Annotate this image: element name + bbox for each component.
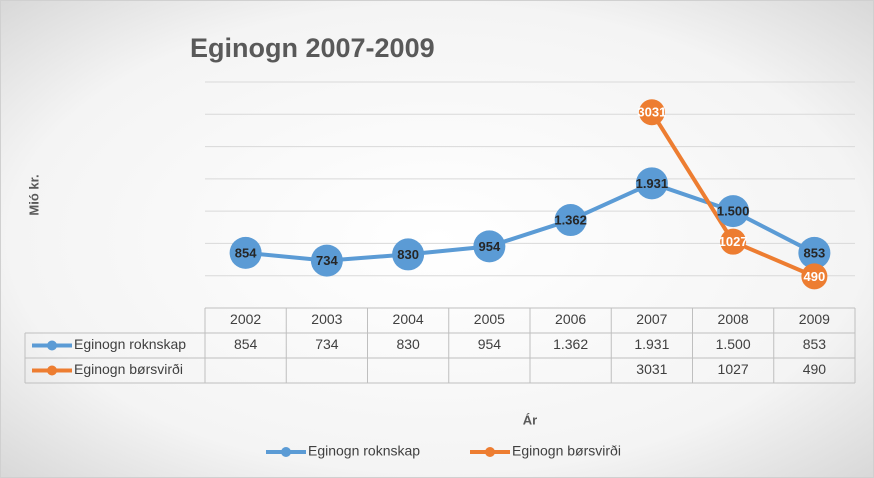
data-point [310,244,343,277]
data-label: 3031 [637,105,666,120]
table-value: 3031 [636,361,667,377]
x-tick-label: 2009 [799,311,830,327]
table-value: 1.362 [553,336,588,352]
data-label: 1027 [719,234,748,249]
table-value: 1.931 [634,336,669,352]
table-value: 1.500 [716,336,751,352]
legend-label: Eginogn børsvirði [512,443,621,459]
legend-marker [47,365,57,376]
chart-title: Eginogn 2007-2009 [190,33,435,63]
table-value: 1027 [718,361,749,377]
data-point [473,230,506,263]
x-tick-label: 2003 [311,311,342,327]
data-label: 1.362 [554,212,587,227]
legend-marker [281,447,291,457]
table-value: 854 [234,336,258,352]
table-series-name: Eginogn børsvirði [74,361,183,377]
data-label: 1.500 [717,204,750,219]
legend-marker [485,447,495,457]
x-tick-label: 2004 [393,311,424,327]
data-point [638,99,665,126]
data-label: 853 [804,245,826,260]
data-point [229,236,262,269]
x-tick-label: 2002 [230,311,261,327]
data-point [720,228,747,255]
data-point [554,204,587,237]
x-tick-label: 2007 [636,311,667,327]
table-value: 734 [315,336,339,352]
x-tick-label: 2005 [474,311,505,327]
data-label: 830 [397,247,419,262]
table-value: 490 [803,361,827,377]
data-point [717,195,750,228]
table-value: 853 [803,336,827,352]
data-label: 734 [316,253,338,268]
data-label: 1.931 [636,176,669,191]
data-label: 854 [235,245,257,260]
y-axis-title: Mió kr. [26,174,41,215]
data-label: 954 [479,239,501,254]
x-axis-title: Ár [523,412,537,427]
table-series-name: Eginogn roknskap [74,336,186,352]
data-point [801,263,828,290]
x-tick-label: 2008 [718,311,749,327]
table-value: 954 [478,336,502,352]
data-point [798,236,831,269]
data-point [635,167,668,200]
x-tick-label: 2006 [555,311,586,327]
legend-label: Eginogn roknskap [308,443,420,459]
data-point [392,238,425,271]
table-value: 830 [396,336,420,352]
data-label: 490 [804,269,826,284]
legend-marker [47,340,57,351]
